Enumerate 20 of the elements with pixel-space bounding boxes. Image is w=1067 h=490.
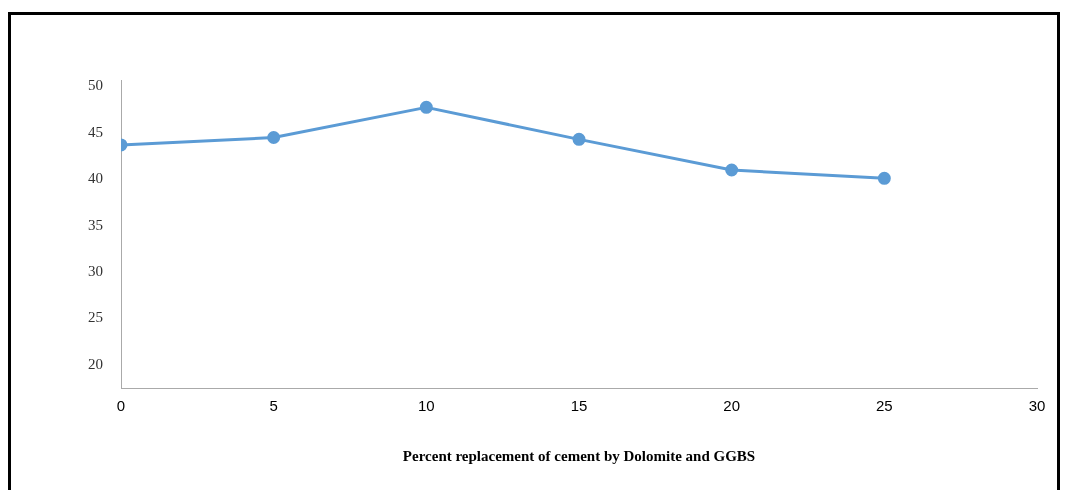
x-tick-label: 15 xyxy=(570,397,588,415)
y-tick-label: 20 xyxy=(88,355,103,372)
x-tick-label: 5 xyxy=(269,397,278,415)
y-tick-label: 30 xyxy=(88,262,103,279)
y-tick-label: 25 xyxy=(88,309,103,326)
point xyxy=(267,131,281,145)
point xyxy=(725,163,739,177)
point xyxy=(419,100,433,114)
x-tick-label: 20 xyxy=(723,397,741,415)
y-tick-label: 45 xyxy=(88,123,103,140)
point xyxy=(877,171,891,185)
x-axis-title: Percent replacement of cement by Dolomite and GGBS xyxy=(402,447,756,464)
x-tick-label: 0 xyxy=(116,397,126,415)
point xyxy=(572,132,586,146)
x-tick-label: 10 xyxy=(417,397,435,415)
y-tick-label: 35 xyxy=(88,216,103,233)
y-tick-label: 40 xyxy=(88,170,103,187)
y-tick-label: 50 xyxy=(88,77,103,94)
x-tick-label: 30 xyxy=(1028,397,1046,415)
x-tick-label: 25 xyxy=(875,397,893,415)
